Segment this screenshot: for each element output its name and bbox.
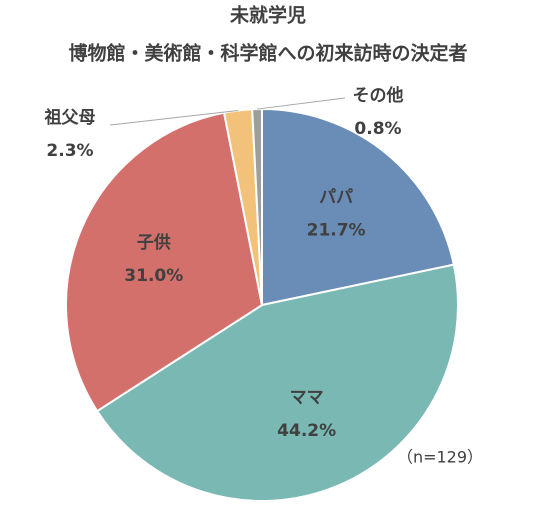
- chart-title: 未就学児: [229, 4, 306, 27]
- leader-line: [257, 97, 346, 110]
- slice-value-label: 21.7%: [307, 221, 366, 241]
- pie-slice: [251, 107, 263, 306]
- slice-label: パパ: [319, 188, 353, 208]
- slice-value-label: 0.8%: [354, 119, 401, 139]
- leader-line: [109, 109, 239, 126]
- slice-label: その他: [353, 85, 404, 106]
- chart-subtitle: 博物館・美術館・科学館への初来訪時の決定者: [68, 42, 467, 65]
- slice-label: 子供: [137, 232, 171, 253]
- slice-label: 祖父母: [44, 107, 96, 128]
- pie-slice: [95, 263, 459, 502]
- slice-label: ママ: [290, 388, 324, 408]
- slice-value-label: 31.0%: [124, 266, 183, 286]
- annotation: （n=129）: [397, 448, 483, 467]
- slice-value-label: 2.3%: [46, 141, 93, 161]
- slice-value-label: 44.2%: [277, 421, 336, 441]
- pie-slice: [65, 111, 264, 413]
- pie-slice: [261, 107, 455, 307]
